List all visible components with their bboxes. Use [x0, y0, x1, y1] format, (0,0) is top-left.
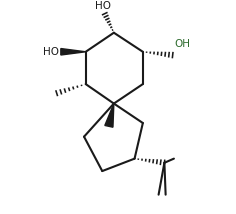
Text: OH: OH: [174, 39, 190, 49]
Text: HO: HO: [95, 1, 111, 11]
Polygon shape: [61, 49, 86, 55]
Polygon shape: [105, 104, 114, 127]
Text: HO: HO: [43, 47, 59, 57]
